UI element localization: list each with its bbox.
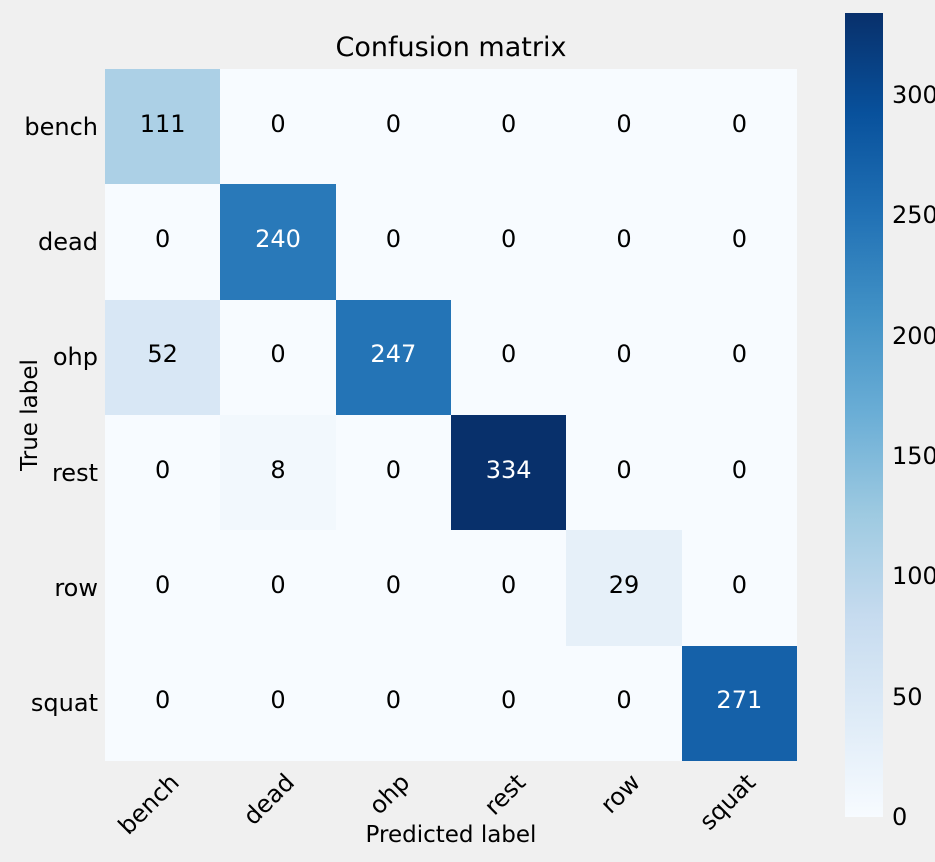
matrix-cell: 0	[105, 415, 221, 531]
matrix-cell: 0	[681, 530, 797, 646]
matrix-cell: 0	[105, 184, 221, 300]
matrix-cell: 0	[335, 415, 451, 531]
matrix-cell: 52	[105, 299, 221, 415]
matrix-cell: 0	[681, 184, 797, 300]
x-axis-label: Predicted label	[365, 822, 537, 848]
y-tick-label: ohp	[52, 343, 98, 372]
matrix-cell: 0	[566, 69, 682, 185]
matrix-cell: 247	[335, 299, 451, 415]
matrix-cell: 0	[335, 530, 451, 646]
matrix-cell: 29	[566, 530, 682, 646]
y-tick-label: bench	[24, 112, 98, 141]
matrix-cell: 0	[220, 299, 336, 415]
colorbar	[845, 13, 883, 817]
matrix-cell: 0	[220, 530, 336, 646]
y-tick-label: squat	[30, 689, 98, 718]
chart-title: Confusion matrix	[335, 32, 567, 63]
matrix-cell: 0	[220, 645, 336, 761]
matrix-cell: 240	[220, 184, 336, 300]
matrix-cell: 0	[105, 530, 221, 646]
x-tick-label: row	[595, 768, 647, 819]
x-tick-label: dead	[237, 768, 301, 831]
colorbar-tick-label: 100	[892, 562, 935, 591]
heatmap: 111 0 0 0 0 0 0 240 0 0 0 0 52 0 247 0 0 0 0 8 0 334 0 0 0 0 0 0 29 0…	[105, 69, 797, 761]
colorbar-tick-label: 0	[892, 803, 908, 831]
matrix-cell: 0	[451, 645, 567, 761]
matrix-cell: 0	[220, 69, 336, 185]
matrix-cell: 8	[220, 415, 336, 531]
matrix-cell: 0	[335, 69, 451, 185]
matrix-cell: 271	[681, 645, 797, 761]
matrix-cell: 0	[451, 299, 567, 415]
matrix-cell: 0	[681, 299, 797, 415]
matrix-cell: 0	[335, 184, 451, 300]
matrix-cell: 111	[105, 69, 221, 185]
matrix-cell: 0	[451, 184, 567, 300]
matrix-cell: 0	[335, 645, 451, 761]
matrix-cell: 0	[451, 69, 567, 185]
x-tick-label: ohp	[363, 768, 416, 821]
y-axis-label: True label	[17, 359, 43, 471]
colorbar-tick-label: 300	[892, 80, 935, 109]
matrix-cell: 0	[566, 184, 682, 300]
y-tick-label: rest	[51, 458, 98, 487]
colorbar-tick-label: 50	[892, 682, 923, 711]
matrix-cell: 0	[566, 415, 682, 531]
matrix-cell: 334	[451, 415, 567, 531]
y-tick-label: dead	[38, 228, 98, 256]
matrix-cell: 0	[566, 299, 682, 415]
matrix-cell: 0	[681, 69, 797, 185]
colorbar-tick-label: 250	[892, 201, 935, 230]
y-tick-label: row	[54, 574, 98, 602]
colorbar-tick-label: 200	[892, 321, 935, 350]
colorbar-tick-label: 150	[892, 441, 935, 470]
x-tick-label: rest	[478, 768, 531, 821]
matrix-cell: 0	[105, 645, 221, 761]
matrix-cell: 0	[451, 530, 567, 646]
matrix-cell: 0	[566, 645, 682, 761]
matrix-cell: 0	[681, 415, 797, 531]
